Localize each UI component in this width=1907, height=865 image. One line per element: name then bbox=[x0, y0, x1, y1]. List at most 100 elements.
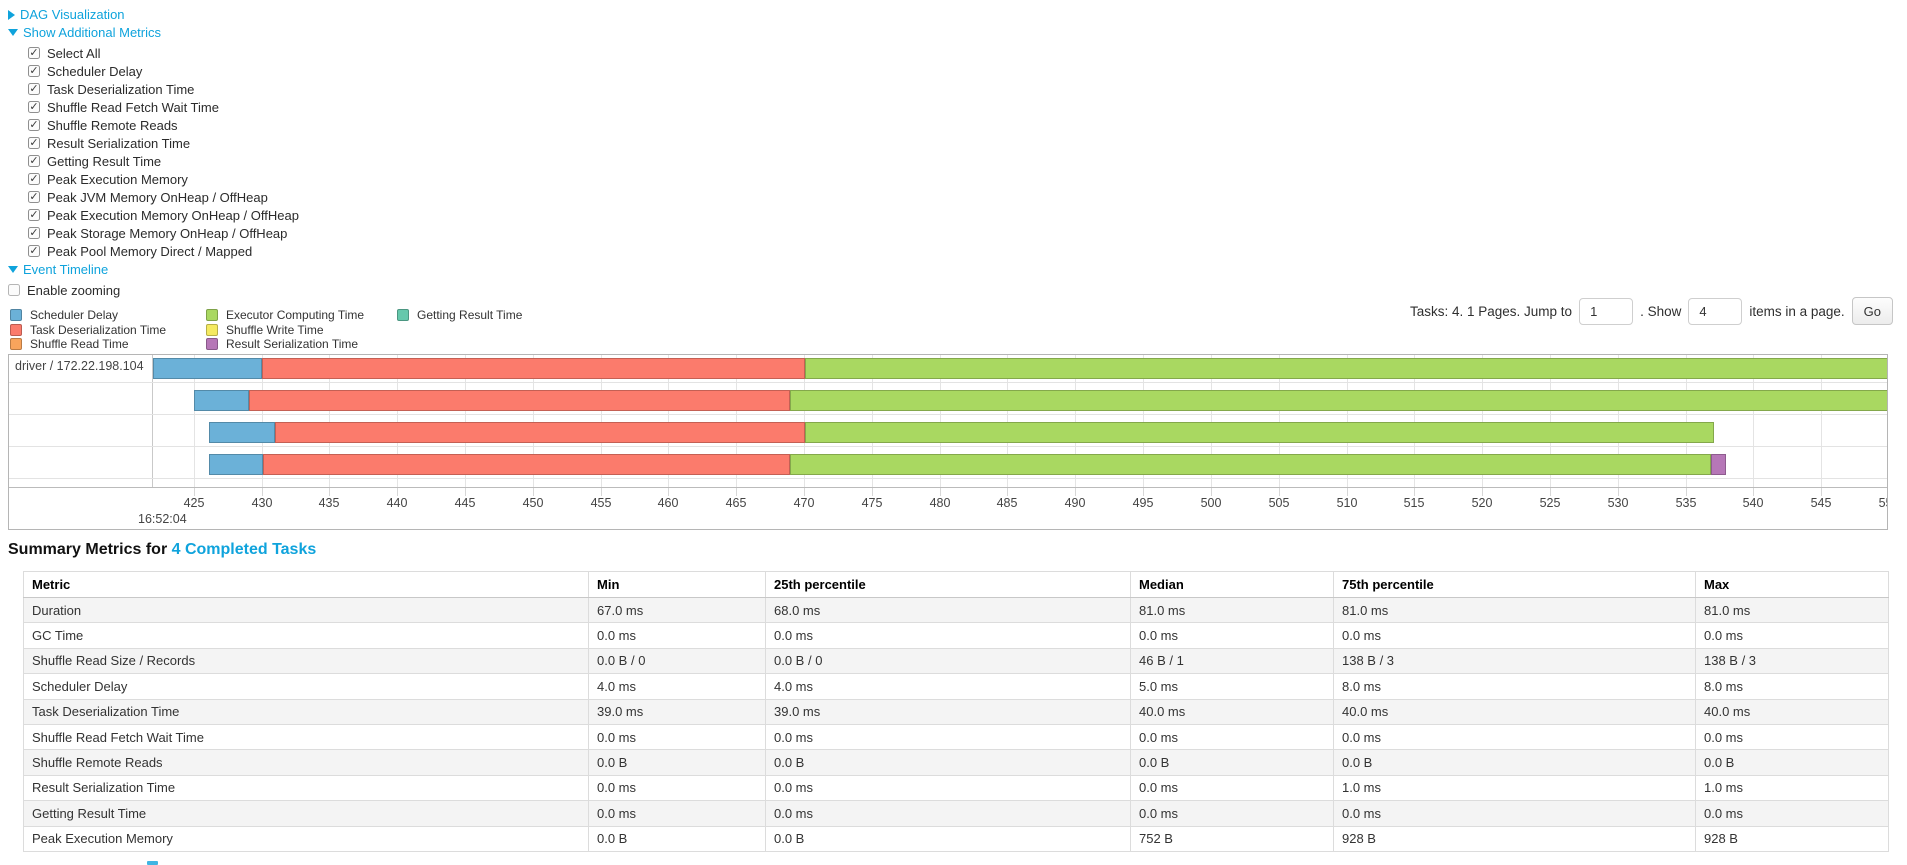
task-1-scheduler-delay-segment[interactable] bbox=[153, 358, 262, 379]
metric-checkbox-result-serialization-time[interactable]: ✓ Result Serialization Time bbox=[28, 134, 299, 152]
checkbox-icon: ✓ bbox=[28, 208, 40, 221]
axis-tick-label: 465 bbox=[725, 496, 747, 510]
summary-metrics-table: Metric Min 25th percentile Median 75th perce… bbox=[23, 571, 1889, 852]
tick-mark bbox=[1075, 488, 1076, 496]
dag-visualization-label: DAG Visualization bbox=[20, 7, 125, 22]
gridline bbox=[940, 355, 941, 487]
task-2-executor-computing-segment[interactable] bbox=[790, 390, 1887, 411]
pagination-suffix-text: items in a page. bbox=[1749, 303, 1845, 319]
metric-value-cell: 0.0 ms bbox=[1130, 774, 1334, 802]
show-additional-metrics-label: Show Additional Metrics bbox=[23, 25, 162, 40]
metric-checkbox-peak-pool-memory-direct-mapped[interactable]: ✓ Peak Pool Memory Direct / Mapped bbox=[28, 242, 299, 260]
gridline bbox=[1007, 355, 1008, 487]
metric-value-cell: 0.0 ms bbox=[1333, 800, 1696, 827]
tick-mark bbox=[1753, 488, 1754, 496]
checkbox-icon: ✓ bbox=[28, 82, 40, 95]
tick-mark bbox=[1686, 488, 1687, 496]
task-4-task-deserialization-segment[interactable] bbox=[262, 454, 791, 475]
table-row-shuffle-read-size-records: Shuffle Read Size / Records 0.0 B / 0 0.0 … bbox=[23, 647, 1889, 675]
checkbox-label: Shuffle Remote Reads bbox=[47, 117, 178, 133]
checkbox-icon: ✓ bbox=[28, 100, 40, 113]
tick-mark bbox=[1143, 488, 1144, 496]
metric-checkbox-shuffle-remote-reads[interactable]: ✓ Shuffle Remote Reads bbox=[28, 116, 299, 134]
tick-mark bbox=[601, 488, 602, 496]
timeline-plot-body: driver / 172.22.198.104 bbox=[9, 355, 1887, 487]
gridline bbox=[533, 355, 534, 487]
checkbox-label: Getting Result Time bbox=[47, 153, 162, 169]
metric-value-cell: 0.0 ms bbox=[765, 800, 1131, 827]
gridline bbox=[1482, 355, 1483, 487]
task-2-scheduler-delay-segment[interactable] bbox=[193, 390, 250, 411]
metric-value-cell: 0.0 B bbox=[1130, 749, 1334, 776]
gridline bbox=[1211, 355, 1212, 487]
event-timeline-toggle[interactable]: Event Timeline bbox=[8, 262, 108, 277]
task-3-executor-computing-segment[interactable] bbox=[805, 422, 1715, 443]
metric-checkbox-peak-storage-memory-onheap-offheap[interactable]: ✓ Peak Storage Memory OnHeap / OffHeap bbox=[28, 224, 299, 242]
metric-checkbox-select-all[interactable]: ✓ Select All bbox=[28, 44, 299, 62]
metric-name-cell: Result Serialization Time bbox=[23, 774, 589, 802]
table-row-duration: Duration 67.0 ms 68.0 ms 81.0 ms 81.0 ms 81.0… bbox=[23, 596, 1889, 624]
metric-name-cell: Shuffle Remote Reads bbox=[23, 749, 589, 776]
metric-value-cell: 40.0 ms bbox=[1130, 698, 1334, 725]
gridline bbox=[465, 355, 466, 487]
metric-value-cell: 81.0 ms bbox=[1695, 596, 1889, 624]
metric-value-cell: 81.0 ms bbox=[1130, 596, 1334, 624]
legend-item-shuffle-write: Shuffle Write Time bbox=[206, 323, 364, 337]
timeline-plot-area bbox=[153, 355, 1887, 487]
legend-column: Getting Result Time bbox=[397, 308, 522, 323]
axis-tick-label: 490 bbox=[1064, 496, 1086, 510]
checkbox-icon: ✓ bbox=[28, 64, 40, 77]
expanded-arrow-icon bbox=[8, 266, 18, 273]
row-separator bbox=[9, 382, 1887, 383]
axis-tick-label: 460 bbox=[657, 496, 679, 510]
task-4-scheduler-delay-segment[interactable] bbox=[208, 454, 263, 475]
task-1-task-deserialization-segment[interactable] bbox=[261, 358, 806, 379]
checkbox-icon: ✓ bbox=[28, 46, 40, 59]
metric-value-cell: 0.0 ms bbox=[588, 723, 766, 751]
task-4-executor-computing-segment[interactable] bbox=[790, 454, 1712, 475]
task-1-executor-computing-segment[interactable] bbox=[805, 358, 1887, 379]
summary-metrics-heading: Summary Metrics for 4 Completed Tasks bbox=[8, 541, 316, 559]
axis-tick-label: 515 bbox=[1403, 496, 1425, 510]
metric-checkbox-task-deserialization-time[interactable]: ✓ Task Deserialization Time bbox=[28, 80, 299, 98]
enable-zooming-checkbox[interactable]: Enable zooming bbox=[8, 281, 120, 299]
collapsed-arrow-icon bbox=[8, 9, 15, 20]
axis-tick-label: 470 bbox=[793, 496, 815, 510]
metric-value-cell: 8.0 ms bbox=[1695, 673, 1889, 700]
tick-mark bbox=[1347, 488, 1348, 496]
task-3-scheduler-delay-segment[interactable] bbox=[208, 422, 276, 443]
gridline bbox=[1821, 355, 1822, 487]
checkbox-label: Peak JVM Memory OnHeap / OffHeap bbox=[47, 189, 268, 205]
metric-checkbox-getting-result-time[interactable]: ✓ Getting Result Time bbox=[28, 152, 299, 170]
completed-tasks-link[interactable]: 4 Completed Tasks bbox=[171, 541, 317, 558]
go-button[interactable]: Go bbox=[1851, 297, 1893, 325]
task-2-task-deserialization-segment[interactable] bbox=[249, 390, 791, 411]
dag-visualization-toggle[interactable]: DAG Visualization bbox=[8, 7, 125, 22]
metric-checkbox-peak-execution-memory-onheap-offheap[interactable]: ✓ Peak Execution Memory OnHeap / OffHeap bbox=[28, 206, 299, 224]
legend-label: Shuffle Write Time bbox=[226, 322, 324, 337]
pagination-mid-text: . Show bbox=[1640, 303, 1682, 319]
task-4-result-serialization-segment[interactable] bbox=[1711, 454, 1727, 475]
shuffle-read-swatch-icon bbox=[10, 338, 22, 350]
axis-tick-label: 485 bbox=[996, 496, 1018, 510]
tick-mark bbox=[262, 488, 263, 496]
checkbox-label: Task Deserialization Time bbox=[47, 81, 195, 97]
show-additional-metrics-toggle[interactable]: Show Additional Metrics bbox=[8, 25, 161, 40]
enable-zooming-label: Enable zooming bbox=[27, 282, 121, 298]
pagination-prefix-text: Tasks: 4. 1 Pages. Jump to bbox=[1409, 303, 1573, 319]
metric-checkbox-peak-execution-memory[interactable]: ✓ Peak Execution Memory bbox=[28, 170, 299, 188]
jump-to-page-input[interactable] bbox=[1579, 297, 1634, 325]
metric-value-cell: 0.0 ms bbox=[1130, 723, 1334, 751]
column-header-min: Min bbox=[588, 571, 766, 598]
tick-mark bbox=[1821, 488, 1822, 496]
metric-checkbox-scheduler-delay[interactable]: ✓ Scheduler Delay bbox=[28, 62, 299, 80]
metric-value-cell: 0.0 ms bbox=[765, 723, 1131, 751]
gridline bbox=[736, 355, 737, 487]
metric-checkbox-peak-jvm-memory-onheap-offheap[interactable]: ✓ Peak JVM Memory OnHeap / OffHeap bbox=[28, 188, 299, 206]
items-per-page-input[interactable] bbox=[1688, 297, 1743, 325]
task-3-task-deserialization-segment[interactable] bbox=[275, 422, 806, 443]
tick-mark bbox=[533, 488, 534, 496]
metric-value-cell: 0.0 ms bbox=[765, 774, 1131, 802]
metric-checkbox-shuffle-read-fetch-wait-time[interactable]: ✓ Shuffle Read Fetch Wait Time bbox=[28, 98, 299, 116]
table-header-row: Metric Min 25th percentile Median 75th perce… bbox=[23, 571, 1889, 598]
